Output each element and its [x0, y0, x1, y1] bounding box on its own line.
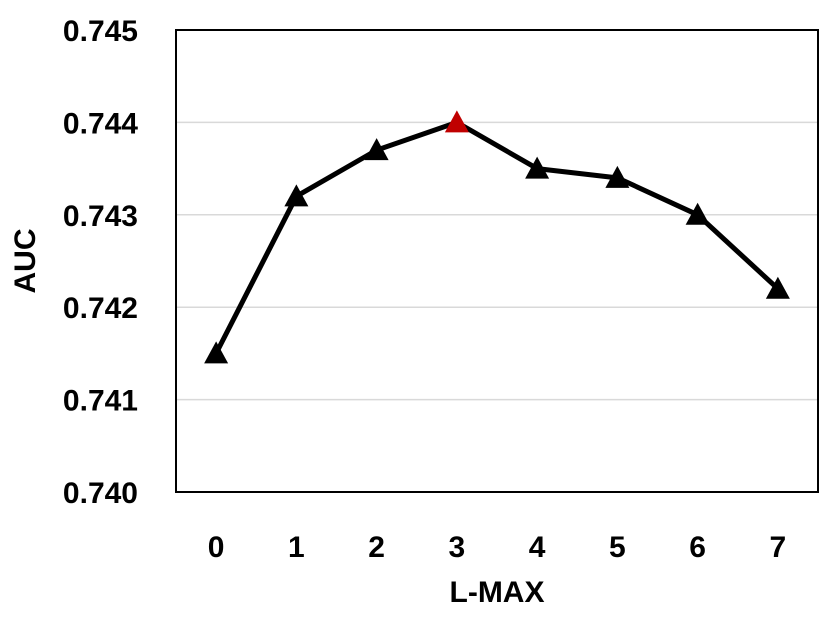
gridlines	[176, 121, 818, 401]
x-tick-label: 6	[689, 531, 706, 564]
y-tick-label: 0.744	[63, 107, 138, 140]
y-tick-label: 0.745	[63, 15, 138, 48]
y-tick-label: 0.740	[63, 477, 138, 510]
y-tick-label: 0.741	[63, 385, 138, 418]
x-tick-label: 4	[529, 531, 546, 564]
highlighted-data-point-marker	[444, 110, 469, 133]
data-point-marker	[204, 341, 229, 364]
x-axis-tick-labels: 0 1 2 3 4 5 6 7	[208, 531, 786, 564]
data-point-marker	[525, 156, 550, 179]
y-axis-tick-labels: 0.740 0.741 0.742 0.743 0.744 0.745	[63, 15, 138, 510]
x-tick-label: 5	[609, 531, 626, 564]
plot-area-frame	[175, 29, 819, 493]
data-point-marker	[685, 202, 710, 225]
data-point-marker	[284, 184, 309, 207]
x-tick-label: 0	[208, 531, 225, 564]
y-axis-title: AUC	[9, 229, 42, 294]
y-tick-label: 0.743	[63, 200, 138, 233]
series-line	[213, 119, 780, 355]
x-tick-label: 7	[770, 531, 787, 564]
x-tick-label: 2	[368, 531, 385, 564]
series-layer	[204, 110, 790, 364]
x-axis-title: L-MAX	[450, 576, 545, 609]
data-point-marker	[605, 165, 630, 188]
y-tick-label: 0.742	[63, 292, 138, 325]
x-tick-label: 1	[288, 531, 305, 564]
x-tick-label: 3	[449, 531, 466, 564]
data-point-marker	[765, 276, 790, 299]
data-point-marker	[364, 138, 389, 161]
